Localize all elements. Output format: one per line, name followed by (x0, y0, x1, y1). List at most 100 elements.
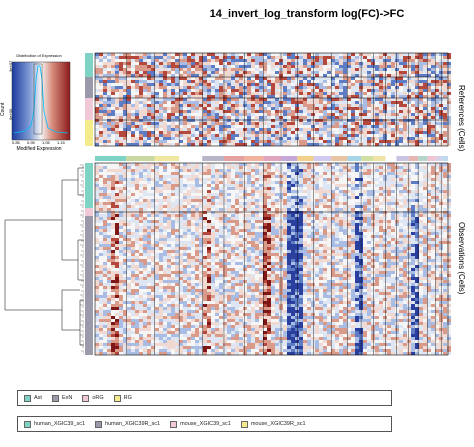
heatmap-cell (399, 83, 403, 86)
heatmap-cell (355, 202, 359, 205)
heatmap-cell (211, 208, 215, 211)
heatmap-cell (299, 62, 303, 65)
heatmap-cell (327, 95, 331, 98)
heatmap-cell (199, 53, 203, 56)
heatmap-cell (159, 86, 163, 89)
heatmap-cell (119, 235, 123, 238)
heatmap-cell (171, 125, 175, 128)
heatmap-cell (227, 119, 231, 122)
heatmap-cell (203, 59, 207, 62)
heatmap-cell (323, 143, 327, 146)
heatmap-cell (111, 187, 115, 190)
heatmap-cell (187, 232, 191, 235)
heatmap-cell (319, 56, 323, 59)
heatmap-cell (255, 140, 259, 143)
heatmap-cell (383, 68, 387, 71)
heatmap-cell (263, 217, 267, 220)
heatmap-cell (103, 104, 107, 107)
heatmap-cell (403, 202, 407, 205)
heatmap-cell (127, 113, 131, 116)
heatmap-cell (183, 80, 187, 83)
heatmap-cell (395, 101, 399, 104)
heatmap-cell (119, 74, 123, 77)
heatmap-cell (431, 65, 435, 68)
heatmap-cell (379, 92, 383, 95)
heatmap-cell (143, 128, 147, 131)
heatmap-cell (339, 86, 343, 89)
heatmap-cell (191, 181, 195, 184)
heatmap-cell (139, 134, 143, 137)
heatmap-cell (367, 214, 371, 217)
heatmap-cell (431, 175, 435, 178)
heatmap-cell (263, 199, 267, 202)
heatmap-cell (339, 101, 343, 104)
heatmap-cell (415, 199, 419, 202)
heatmap-cell (131, 101, 135, 104)
heatmap-cell (119, 65, 123, 68)
heatmap-cell (403, 110, 407, 113)
heatmap-cell (263, 83, 267, 86)
heatmap-cell (411, 178, 415, 181)
heatmap-cell (415, 211, 419, 214)
heatmap-cell (255, 53, 259, 56)
heatmap-cell (171, 163, 175, 166)
heatmap-cell (311, 169, 315, 172)
heatmap-cell (135, 131, 139, 134)
heatmap-cell (419, 229, 423, 232)
chromosome-bar (408, 156, 419, 161)
heatmap-cell (367, 56, 371, 59)
heatmap-cell (231, 169, 235, 172)
heatmap-cell (443, 196, 447, 199)
heatmap-cell (319, 65, 323, 68)
heatmap-cell (159, 143, 163, 146)
heatmap-cell (175, 107, 179, 110)
heatmap-cell (223, 211, 227, 214)
heatmap-cell (347, 166, 351, 169)
heatmap-cell (219, 83, 223, 86)
heatmap-cell (167, 83, 171, 86)
heatmap-cell (307, 68, 311, 71)
heatmap-cell (235, 172, 239, 175)
heatmap-cell (175, 226, 179, 229)
heatmap-cell (119, 71, 123, 74)
heatmap-cell (315, 71, 319, 74)
heatmap-cell (379, 172, 383, 175)
heatmap-cell (215, 205, 219, 208)
heatmap-cell (259, 113, 263, 116)
heatmap-cell (143, 193, 147, 196)
heatmap-cell (423, 184, 427, 187)
heatmap-cell (411, 175, 415, 178)
heatmap-cell (135, 56, 139, 59)
heatmap-cell (247, 229, 251, 232)
heatmap-cell (443, 86, 447, 89)
heatmap-cell (167, 107, 171, 110)
heatmap-cell (327, 214, 331, 217)
heatmap-cell (95, 190, 99, 193)
heatmap-cell (435, 199, 439, 202)
heatmap-cell (403, 74, 407, 77)
heatmap-cell (227, 232, 231, 235)
heatmap-cell (431, 226, 435, 229)
heatmap-cell (155, 65, 159, 68)
heatmap-cell (191, 113, 195, 116)
heatmap-cell (423, 187, 427, 190)
heatmap-cell (235, 98, 239, 101)
heatmap-cell (267, 166, 271, 169)
heatmap-cell (319, 169, 323, 172)
heatmap-cell (111, 205, 115, 208)
color-key-histogram (13, 65, 69, 134)
heatmap-cell (395, 107, 399, 110)
heatmap-cell (199, 122, 203, 125)
heatmap-cell (255, 193, 259, 196)
heatmap-cell (431, 119, 435, 122)
heatmap-cell (443, 74, 447, 77)
heatmap-cell (171, 68, 175, 71)
heatmap-cell (123, 104, 127, 107)
heatmap-cell (443, 71, 447, 74)
heatmap-cell (183, 172, 187, 175)
heatmap-cell (415, 184, 419, 187)
heatmap-cell (351, 83, 355, 86)
heatmap-cell (131, 196, 135, 199)
heatmap-cell (299, 128, 303, 131)
heatmap-cell (155, 208, 159, 211)
